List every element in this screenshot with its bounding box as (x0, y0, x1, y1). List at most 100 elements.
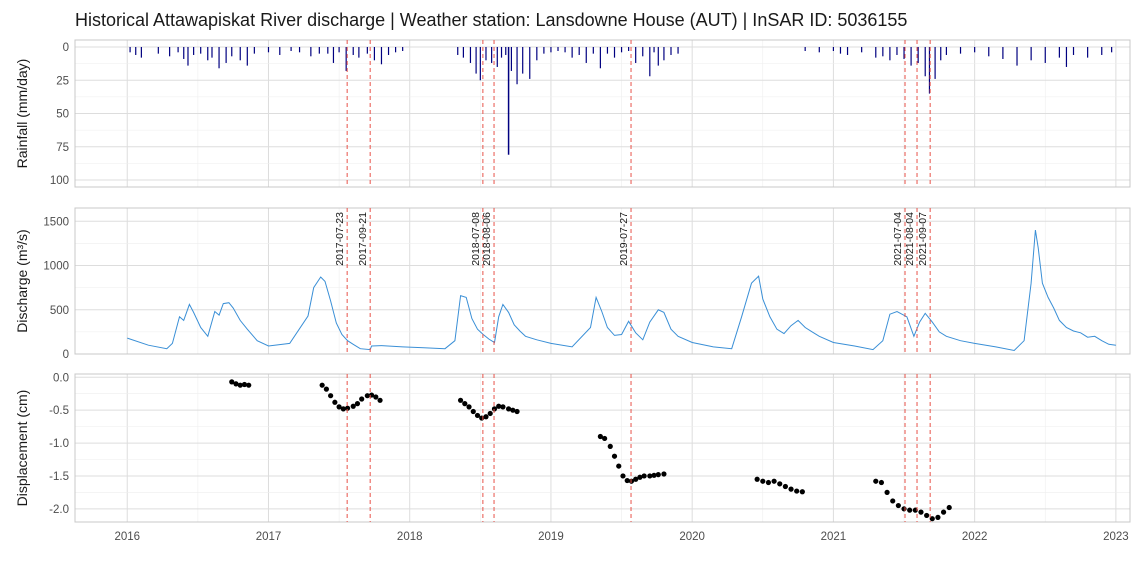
y-tick-label: 75 (56, 142, 69, 154)
panel-2: 0.0 -0.5 -1.0 -1.5 -2.0 Displacement (cm) (14, 372, 1131, 523)
displacement-point (616, 463, 622, 469)
displacement-point (918, 509, 924, 515)
event-label: 2021-08-04 (904, 212, 916, 266)
displacement-point (935, 514, 941, 520)
displacement-point (457, 397, 464, 403)
displacement-point (344, 405, 351, 411)
y-tick-label: 25 (56, 75, 69, 87)
displacement-point (377, 397, 383, 403)
x-tick-label: 2016 (114, 531, 140, 543)
displacement-point (637, 474, 643, 480)
displacement-point (794, 488, 800, 494)
discharge-line (127, 230, 1116, 352)
displacement-point (611, 453, 618, 459)
event-label: 2017-09-21 (357, 212, 369, 266)
displacement-point (895, 502, 901, 509)
displacement-point (500, 404, 506, 410)
displacement-point (940, 509, 947, 515)
displacement-point (474, 412, 481, 419)
displacement-point (602, 435, 608, 442)
event-label: 2018-07-08 (470, 212, 482, 266)
chart-title: Historical Attawapiskat River discharge … (75, 10, 908, 30)
x-tick-label: 2020 (679, 531, 705, 543)
y-tick-label: 50 (56, 109, 69, 121)
displacement-point (765, 479, 772, 486)
y-axis-label: Discharge (m³/s) (14, 229, 30, 332)
event-label: 2021-07-04 (892, 212, 904, 266)
displacement-point (647, 473, 653, 479)
displacement-point (364, 393, 370, 399)
x-tick-label: 2019 (538, 531, 564, 543)
displacement-point (651, 472, 657, 478)
displacement-point (607, 443, 613, 449)
displacement-point (514, 408, 520, 415)
displacement-point (929, 516, 935, 522)
y-axis-label: Displacement (cm) (14, 390, 30, 507)
x-tick-label: 2017 (256, 531, 282, 543)
x-tick-label: 2021 (821, 531, 847, 543)
displacement-point (319, 382, 325, 388)
displacement-point (655, 472, 661, 478)
displacement-point (462, 401, 468, 407)
y-tick-label: 1500 (43, 216, 69, 228)
y-tick-label: 1000 (43, 261, 69, 273)
displacement-point (496, 403, 502, 409)
displacement-point (233, 381, 239, 387)
displacement-point (788, 486, 794, 492)
y-tick-label: -2.0 (49, 504, 69, 516)
displacement-point (878, 479, 885, 486)
displacement-point (901, 506, 907, 512)
displacement-point (782, 483, 788, 490)
displacement-point (340, 406, 346, 412)
panel-background (75, 208, 1130, 354)
event-label: 2017-07-23 (334, 212, 346, 266)
y-axis-label: Rainfall (mm/day) (14, 59, 30, 169)
panel-border (74, 373, 1131, 523)
y-tick-label: -1.0 (49, 438, 69, 450)
y-tick-label: -0.5 (49, 405, 69, 417)
panel-0: 0 25 50 75 100 Rainfall (mm/day) (14, 39, 1131, 188)
displacement-point (246, 382, 252, 388)
panel-border (74, 207, 1131, 355)
displacement-point (241, 381, 248, 388)
displacement-point (483, 414, 489, 420)
y-tick-label: 0 (63, 42, 69, 54)
displacement-point (491, 406, 498, 412)
displacement-point (771, 478, 777, 484)
y-tick-label: 0 (63, 349, 69, 361)
y-tick-label: -1.5 (49, 471, 69, 483)
displacement-point (229, 379, 235, 385)
displacement-point (924, 512, 930, 519)
y-tick-label: 100 (50, 175, 69, 187)
displacement-point (760, 478, 766, 484)
x-tick-label: 2023 (1103, 531, 1129, 543)
displacement-point (799, 489, 805, 495)
displacement-point (323, 386, 329, 392)
displacement-point (336, 404, 342, 410)
displacement-point (754, 476, 760, 482)
panel-background (75, 374, 1130, 522)
displacement-point (487, 410, 493, 417)
displacement-point (354, 401, 361, 407)
displacement-point (890, 498, 896, 504)
event-label: 2021-09-07 (917, 212, 929, 266)
displacement-point (328, 393, 334, 399)
x-tick-label: 2022 (962, 531, 988, 543)
panel-border (74, 39, 1131, 188)
displacement-point (633, 476, 639, 482)
displacement-point (350, 403, 356, 409)
displacement-point (946, 504, 952, 511)
displacement-point (332, 399, 338, 405)
y-tick-label: 500 (50, 305, 69, 317)
displacement-point (510, 407, 516, 413)
panel-1: 0 500 1000 1500 Discharge (m³/s) (14, 207, 1131, 361)
displacement-point (359, 396, 365, 402)
displacement-point (620, 473, 626, 479)
displacement-point (907, 507, 913, 513)
displacement-point (661, 471, 667, 477)
displacement-point (641, 473, 647, 479)
displacement-point (624, 477, 630, 484)
displacement-point (237, 382, 243, 388)
